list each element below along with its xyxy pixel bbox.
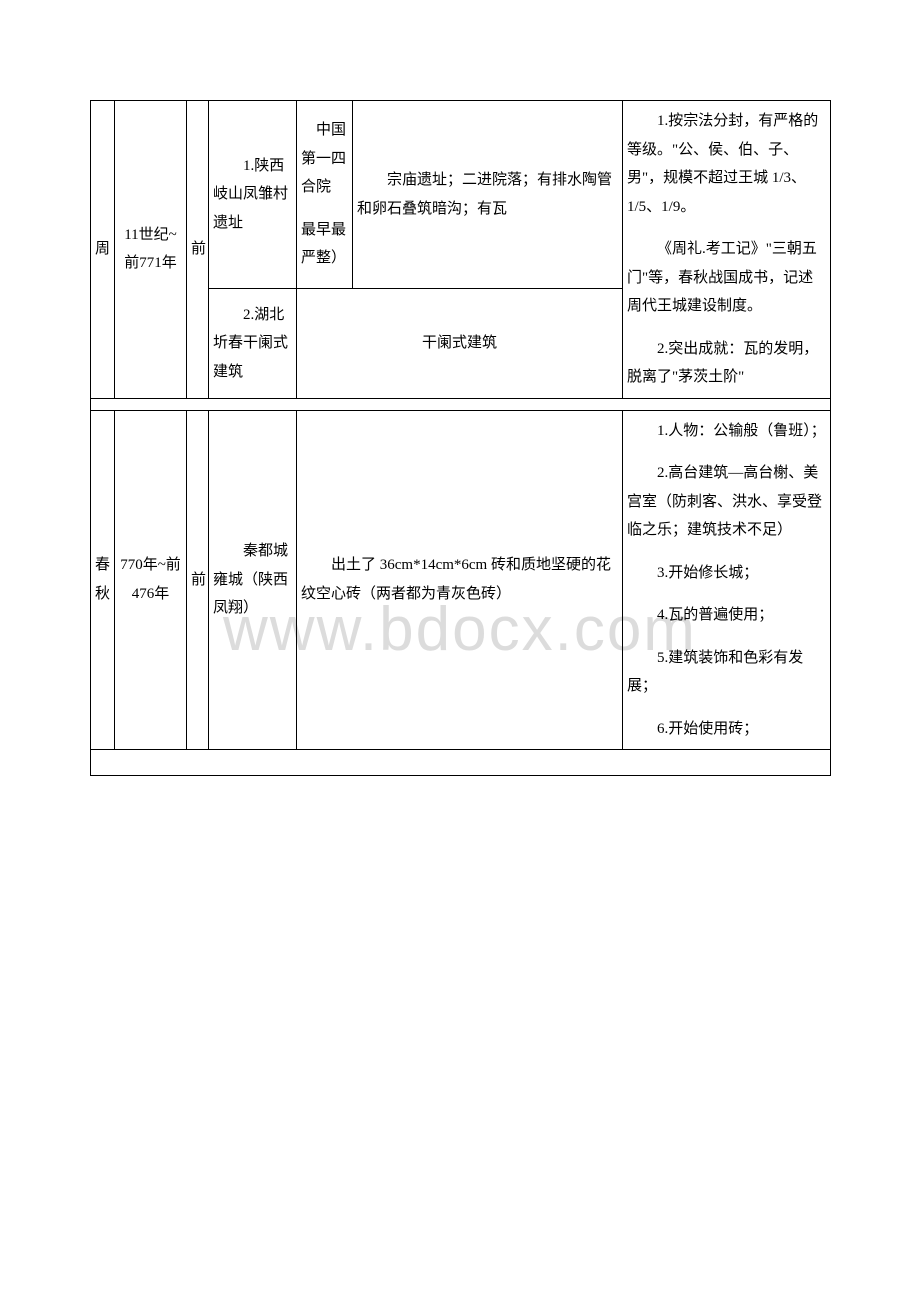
desc-text: 宗庙遗址；二进院落；有排水陶管和卵石叠筑暗沟；有瓦 [357, 166, 618, 223]
prefix-cell: 前 [187, 101, 209, 399]
content: 周 11世纪~前771年 前 1.陕西岐山凤雏村遗址 中国第一四合院 最早最严整… [90, 100, 830, 776]
spacer-row [91, 750, 831, 776]
spacer-cell [91, 750, 831, 776]
dynasty-cell: 春秋 [91, 410, 115, 750]
note-text: 4.瓦的普遍使用； [627, 601, 826, 630]
notes-cell: 1.人物：公输般（鲁班）； 2.高台建筑—高台榭、美宫室（防刺客、洪水、享受登临… [623, 410, 831, 750]
prefix-cell: 前 [187, 410, 209, 750]
spacer-cell [91, 398, 831, 410]
site-text: 1.陕西岐山凤雏村遗址 [213, 152, 292, 238]
prefix-text: 前 [191, 566, 204, 595]
desc-cell: 宗庙遗址；二进院落；有排水陶管和卵石叠筑暗沟；有瓦 [353, 101, 623, 289]
note-text: 3.开始修长城； [627, 559, 826, 588]
desc-cell: 干阑式建筑 [297, 289, 623, 398]
badge-cell: 中国第一四合院 最早最严整） [297, 101, 353, 289]
period-cell: 11世纪~前771年 [115, 101, 187, 399]
period-text: 770年~前476年 [119, 551, 182, 608]
table-row: 春秋 770年~前476年 前 秦都城雍城（陕西凤翔） 出土了 36cm*14c… [91, 410, 831, 750]
note-text: 2.突出成就：瓦的发明，脱离了"茅茨土阶" [627, 335, 826, 392]
dynasty-label: 春秋 [95, 551, 110, 608]
page: www.bdocx.com 周 11世纪~前771年 前 1.陕西岐山凤雏村遗址 [0, 0, 920, 1302]
note-text: 《周礼.考工记》"三朝五门"等，春秋战国成书，记述周代王城建设制度。 [627, 235, 826, 321]
spacer-row [91, 398, 831, 410]
badge-text-top: 中国第一四合院 [301, 116, 348, 202]
desc-cell: 出土了 36cm*14cm*6cm 砖和质地坚硬的花纹空心砖（两者都为青灰色砖） [297, 410, 623, 750]
prefix-text: 前 [191, 235, 204, 264]
table-row: 周 11世纪~前771年 前 1.陕西岐山凤雏村遗址 中国第一四合院 最早最严整… [91, 101, 831, 289]
desc-text: 出土了 36cm*14cm*6cm 砖和质地坚硬的花纹空心砖（两者都为青灰色砖） [301, 551, 618, 608]
badge-text-bottom: 最早最严整） [301, 216, 348, 273]
site-text: 2.湖北圻春干阑式建筑 [213, 301, 292, 387]
site-cell: 1.陕西岐山凤雏村遗址 [209, 101, 297, 289]
desc-text: 干阑式建筑 [301, 329, 618, 358]
dynasty-cell: 周 [91, 101, 115, 399]
history-table: 周 11世纪~前771年 前 1.陕西岐山凤雏村遗址 中国第一四合院 最早最严整… [90, 100, 831, 776]
notes-cell: 1.按宗法分封，有严格的等级。"公、侯、伯、子、男"，规模不超过王城 1/3、1… [623, 101, 831, 399]
note-text: 5.建筑装饰和色彩有发展； [627, 644, 826, 701]
note-text: 6.开始使用砖； [627, 715, 826, 744]
note-text: 2.高台建筑—高台榭、美宫室（防刺客、洪水、享受登临之乐；建筑技术不足） [627, 459, 826, 545]
note-text: 1.人物：公输般（鲁班）； [627, 417, 826, 446]
dynasty-label: 周 [95, 235, 110, 264]
period-cell: 770年~前476年 [115, 410, 187, 750]
site-cell: 2.湖北圻春干阑式建筑 [209, 289, 297, 398]
site-text: 秦都城雍城（陕西凤翔） [213, 537, 292, 623]
period-text: 11世纪~前771年 [119, 221, 182, 278]
note-text: 1.按宗法分封，有严格的等级。"公、侯、伯、子、男"，规模不超过王城 1/3、1… [627, 107, 826, 221]
site-cell: 秦都城雍城（陕西凤翔） [209, 410, 297, 750]
